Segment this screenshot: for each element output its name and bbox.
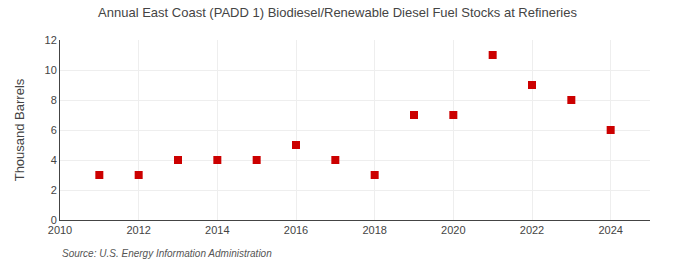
svg-text:Thousand Barrels: Thousand Barrels bbox=[12, 78, 27, 181]
svg-text:8: 8 bbox=[51, 94, 57, 106]
svg-text:2016: 2016 bbox=[284, 224, 308, 236]
svg-text:Annual East Coast (PADD 1) Bio: Annual East Coast (PADD 1) Biodiesel/Ren… bbox=[98, 5, 577, 20]
svg-text:2: 2 bbox=[51, 184, 57, 196]
svg-text:6: 6 bbox=[51, 124, 57, 136]
svg-text:2014: 2014 bbox=[205, 224, 229, 236]
svg-text:4: 4 bbox=[51, 154, 57, 166]
svg-text:12: 12 bbox=[45, 34, 57, 46]
svg-text:0: 0 bbox=[51, 214, 57, 226]
svg-text:2024: 2024 bbox=[598, 224, 622, 236]
svg-text:2010: 2010 bbox=[48, 224, 72, 236]
svg-text:Source: U.S. Energy Informatio: Source: U.S. Energy Information Administ… bbox=[62, 248, 272, 259]
svg-text:2022: 2022 bbox=[520, 224, 544, 236]
svg-text:10: 10 bbox=[45, 64, 57, 76]
svg-text:2012: 2012 bbox=[126, 224, 150, 236]
svg-text:2018: 2018 bbox=[362, 224, 386, 236]
svg-text:2020: 2020 bbox=[441, 224, 465, 236]
